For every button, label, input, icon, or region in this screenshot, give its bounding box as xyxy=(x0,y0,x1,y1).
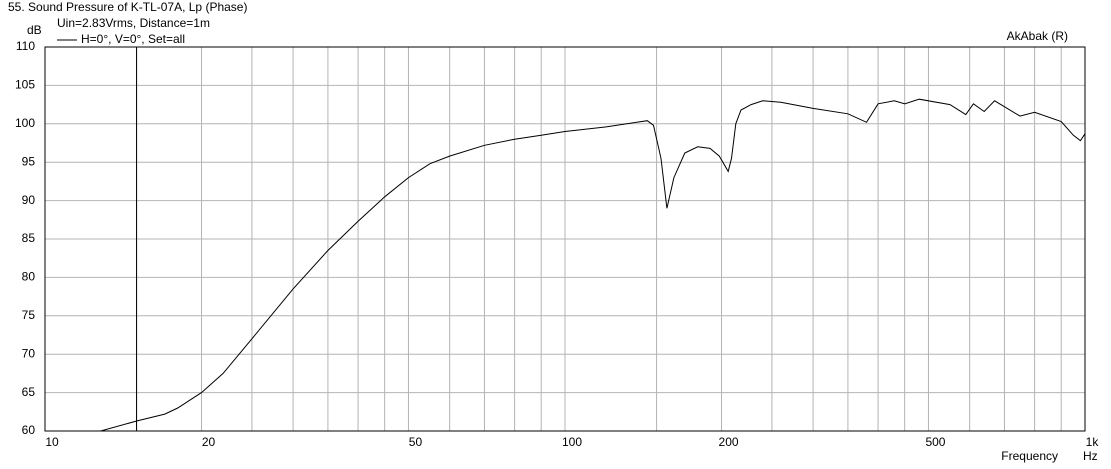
x-axis-label: Frequency xyxy=(1001,449,1058,463)
y-tick-label: 110 xyxy=(16,39,35,53)
legend-label: H=0°, V=0°, Set=all xyxy=(81,32,185,46)
x-tick-label: 20 xyxy=(202,435,216,449)
x-tick-label: 200 xyxy=(719,435,739,449)
y-tick-label: 80 xyxy=(22,270,36,284)
chart-subtitle: Uin=2.83Vrms, Distance=1m xyxy=(57,16,210,30)
y-tick-label: 70 xyxy=(22,346,36,360)
x-tick-label: 500 xyxy=(925,435,945,449)
data-line xyxy=(100,98,1086,432)
x-tick-label: 10 xyxy=(45,435,59,449)
x-tick-label: 50 xyxy=(409,435,423,449)
y-axis-label: dB xyxy=(27,23,42,37)
y-tick-label: 85 xyxy=(22,231,36,245)
y-tick-label: 75 xyxy=(22,308,36,322)
watermark: AkAbak (R) xyxy=(1007,29,1068,43)
y-tick-label: 95 xyxy=(22,154,36,168)
x-axis-unit: Hz xyxy=(1083,449,1098,463)
y-tick-label: 65 xyxy=(22,385,36,399)
x-tick-label: 1k xyxy=(1086,435,1100,449)
chart-title: 55. Sound Pressure of K-TL-07A, Lp (Phas… xyxy=(8,0,247,14)
x-tick-label: 100 xyxy=(562,435,582,449)
y-tick-label: 60 xyxy=(22,423,36,437)
y-tick-label: 105 xyxy=(15,78,35,92)
y-tick-label: 100 xyxy=(15,116,35,130)
plot-frame xyxy=(44,46,1086,432)
y-tick-label: 90 xyxy=(22,193,36,207)
